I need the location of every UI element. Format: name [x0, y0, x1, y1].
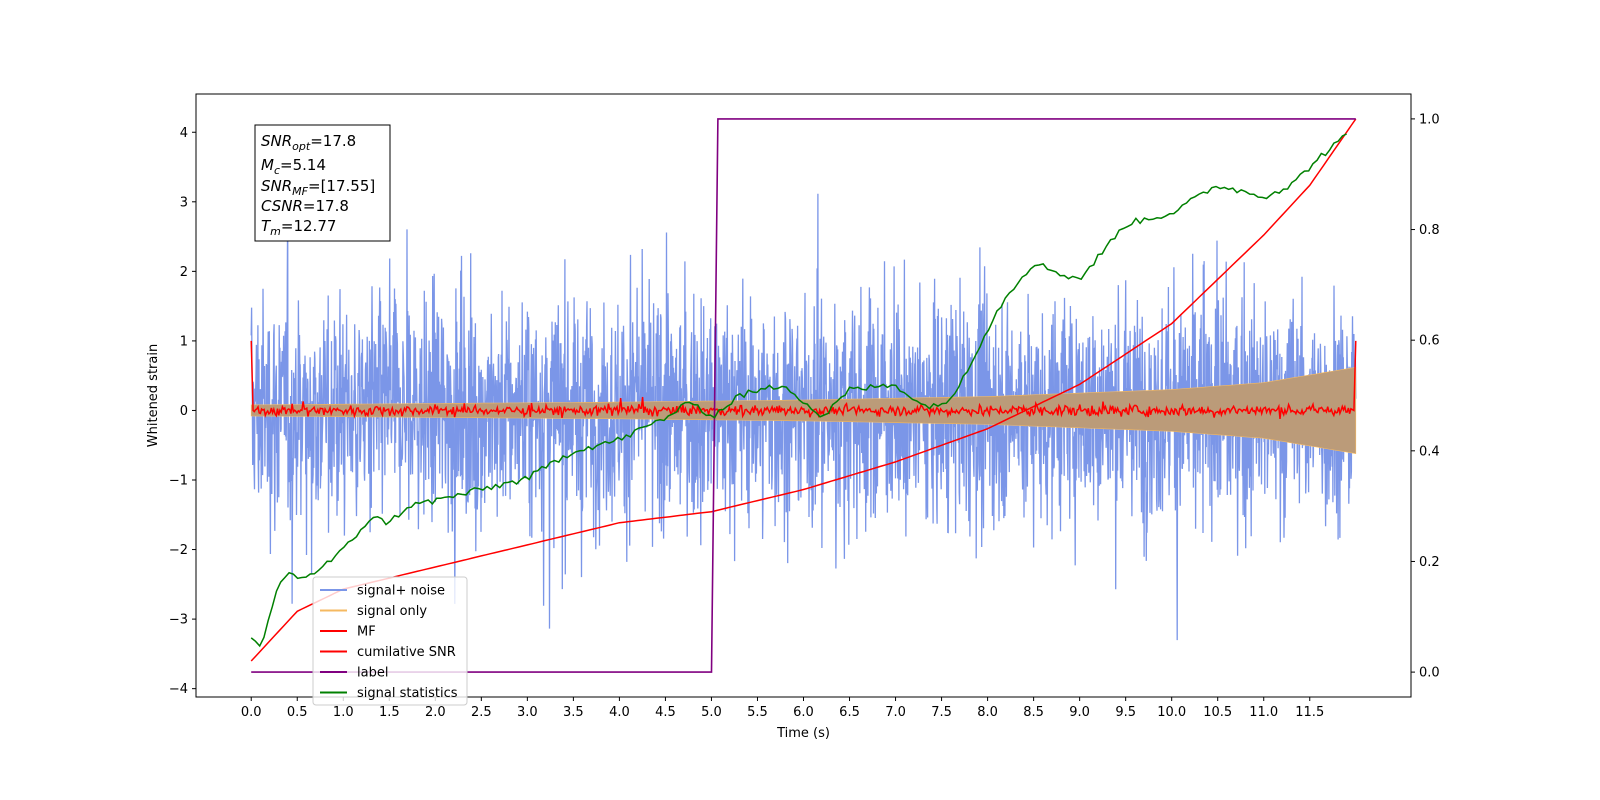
y-tick-label-left: −2 [169, 543, 188, 558]
x-tick-label: 9.0 [1069, 705, 1090, 720]
annotation-value: =17.8 [303, 197, 349, 215]
y-tick-label-right: 0.0 [1419, 666, 1440, 681]
annotation-symbol: M [261, 156, 274, 174]
annotation-subscript: c [274, 164, 280, 177]
series-label [251, 118, 1356, 673]
series-signal-statistics [250, 133, 1347, 648]
legend-label: MF [357, 625, 376, 640]
y-tick-label-left: −1 [169, 474, 188, 489]
legend-label: label [357, 666, 388, 681]
y-tick-label-left: 2 [180, 265, 188, 280]
annotation-symbol: SNR [261, 132, 292, 150]
annotation-line: SNRopt=17.8 [261, 132, 356, 153]
x-tick-label: 8.5 [1023, 705, 1044, 720]
y-tick-label-left: −3 [169, 613, 188, 628]
x-tick-label: 7.0 [885, 705, 906, 720]
x-tick-label: 11.5 [1295, 705, 1324, 720]
plot-area [250, 118, 1357, 673]
x-tick-label: 1.5 [379, 705, 400, 720]
x-tick-label: 5.0 [701, 705, 722, 720]
annotation-value: =5.14 [280, 156, 326, 174]
x-tick-label: 6.5 [839, 705, 860, 720]
legend: signal+ noise signal only MF cumilative SNR… [312, 576, 468, 706]
x-tick-label: 3.0 [517, 705, 538, 720]
annotation-symbol: SNR [261, 177, 292, 195]
legend-label: signal+ noise [357, 584, 445, 599]
x-tick-label: 0.0 [241, 705, 262, 720]
x-axis-label: Time (s) [776, 726, 830, 741]
annotation-value: =[17.55] [308, 177, 375, 195]
annotation-box-frame [254, 124, 391, 242]
x-tick-label: 2.0 [425, 705, 446, 720]
x-tick-label: 10.5 [1203, 705, 1232, 720]
annotation-symbol: T [261, 217, 272, 235]
y-tick-label-right: 0.2 [1419, 555, 1440, 570]
legend-label: signal only [357, 604, 427, 619]
y-axis-left: 4 3 2 1 0 −1 −2 −3 −4 [169, 126, 196, 697]
annotation-subscript: opt [292, 140, 311, 153]
annotation-value: =17.8 [310, 132, 356, 150]
annotation-line: Mc=5.14 [261, 156, 326, 177]
y-tick-label-left: −4 [169, 682, 188, 697]
x-tick-label: 8.0 [977, 705, 998, 720]
annotation-box: SNRopt=17.8Mc=5.14SNRMF=[17.55]CSNR=17.8… [254, 124, 391, 242]
legend-label: signal statistics [357, 686, 458, 701]
y-tick-label-right: 0.4 [1419, 444, 1440, 459]
annotation-subscript: MF [292, 185, 308, 198]
x-tick-label: 3.5 [563, 705, 584, 720]
annotation-subscript: m [270, 225, 281, 238]
annotation-line: SNRMF=[17.55] [261, 177, 375, 198]
legend-label: cumilative SNR [357, 645, 456, 660]
series-mf [250, 340, 1357, 420]
y-axis-right: 1.0 0.8 0.6 0.4 0.2 0.0 [1411, 112, 1440, 681]
x-tick-label: 6.0 [793, 705, 814, 720]
y-axis-label: Whitened strain [146, 344, 161, 447]
legend-frame [312, 576, 468, 706]
y-tick-label-right: 1.0 [1419, 112, 1440, 127]
series-cumulative-snr [250, 118, 1357, 662]
y-tick-label-left: 1 [180, 334, 188, 349]
y-tick-label-left: 0 [180, 404, 188, 419]
y-tick-label-right: 0.8 [1419, 223, 1440, 238]
x-tick-label: 4.0 [609, 705, 630, 720]
x-tick-label: 2.5 [471, 705, 492, 720]
annotation-value: =12.77 [281, 217, 337, 235]
x-axis: 0.0 0.5 1.0 1.5 2.0 2.5 3.0 3.5 4.0 4.5 5.0 5.5 6.0 6… [241, 697, 1324, 720]
x-tick-label: 1.0 [333, 705, 354, 720]
x-tick-label: 5.5 [747, 705, 768, 720]
y-tick-label-left: 4 [180, 126, 188, 141]
annotation-line: CSNR=17.8 [261, 197, 349, 215]
y-tick-label-left: 3 [180, 195, 188, 210]
x-tick-label: 4.5 [655, 705, 676, 720]
x-tick-label: 10.0 [1157, 705, 1186, 720]
x-tick-label: 9.5 [1115, 705, 1136, 720]
annotation-line: Tm=12.77 [261, 217, 336, 238]
x-tick-label: 11.0 [1249, 705, 1278, 720]
annotation-symbol: CSNR [261, 197, 303, 215]
y-tick-label-right: 0.6 [1419, 334, 1440, 349]
x-tick-label: 0.5 [287, 705, 308, 720]
x-tick-label: 7.5 [931, 705, 952, 720]
